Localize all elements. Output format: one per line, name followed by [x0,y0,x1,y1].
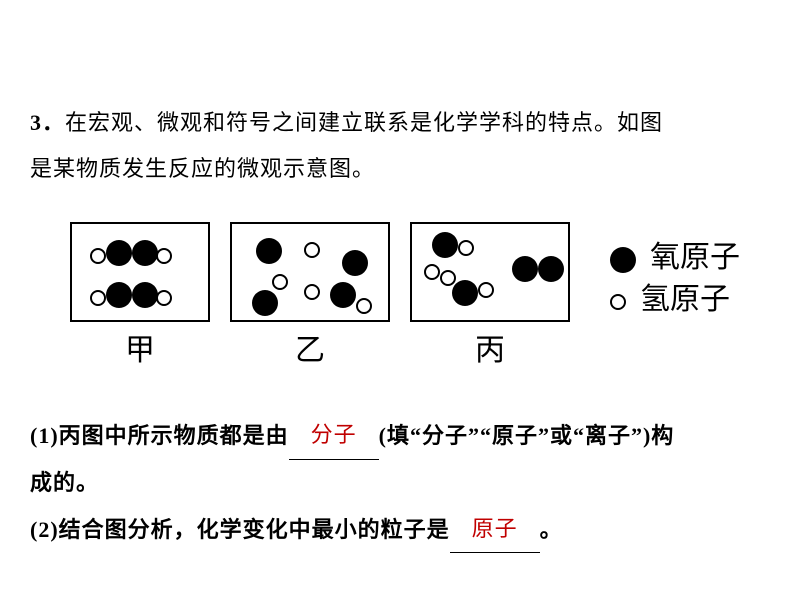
hydrogen-atom-icon [304,242,320,258]
oxygen-atom-icon [512,256,538,282]
q2-answer-blank[interactable]: 原子 [450,506,540,553]
box-jia [70,222,210,322]
box-label-yi: 乙 [295,325,325,369]
legend-text: 氧原子 [650,241,740,274]
q2-text-a: (2)结合图分析，化学变化中最小的粒子是 [30,517,450,542]
subquestions: (1)丙图中所示物质都是由分子(填“分子”“原子”或“离子”)构成的。 (2)结合… [30,412,764,553]
box-yi [230,222,390,322]
q1-text-c: 成的。 [30,470,99,495]
hydrogen-atom-icon [90,290,106,306]
oxygen-atom-icon [132,282,158,308]
hydrogen-atom-icon [478,282,494,298]
hydrogen-atom-icon [90,248,106,264]
oxygen-atom-icon [330,282,356,308]
oxygen-atom-icon [452,280,478,306]
oxygen-atom-icon [610,247,636,273]
oxygen-atom-icon [432,232,458,258]
reaction-diagram: 甲 乙 丙 氧原子氢原子 [70,222,764,392]
oxygen-atom-icon [132,240,158,266]
oxygen-atom-icon [252,290,278,316]
oxygen-atom-icon [342,250,368,276]
hydrogen-atom-icon [156,290,172,306]
stem-line1: 在宏观、微观和符号之间建立联系是化学学科的特点。如图 [65,110,663,135]
question-stem: 3．在宏观、微观和符号之间建立联系是化学学科的特点。如图是某物质发生反应的微观示… [30,100,764,192]
q1-text-a: (1)丙图中所示物质都是由 [30,423,289,448]
q2-text-b: 。 [540,517,563,542]
hydrogen-atom-icon [424,264,440,280]
hydrogen-atom-icon [458,240,474,256]
question-number: 3． [30,110,65,135]
legend-text: 氢原子 [640,283,730,316]
hydrogen-atom-icon [610,294,626,310]
box-label-bing: 丙 [475,325,505,369]
legend-hydrogen: 氢原子 [610,274,730,318]
box-bing [410,222,570,322]
hydrogen-atom-icon [356,298,372,314]
oxygen-atom-icon [256,238,282,264]
hydrogen-atom-icon [156,248,172,264]
q1-text-b: (填“分子”“原子”或“离子”)构 [379,423,675,448]
q1-answer-blank[interactable]: 分子 [289,412,379,459]
oxygen-atom-icon [106,240,132,266]
box-label-jia: 甲 [125,325,155,369]
oxygen-atom-icon [538,256,564,282]
hydrogen-atom-icon [304,284,320,300]
hydrogen-atom-icon [440,270,456,286]
hydrogen-atom-icon [272,274,288,290]
stem-line2: 是某物质发生反应的微观示意图。 [30,156,375,181]
legend-oxygen: 氧原子 [610,232,740,276]
oxygen-atom-icon [106,282,132,308]
